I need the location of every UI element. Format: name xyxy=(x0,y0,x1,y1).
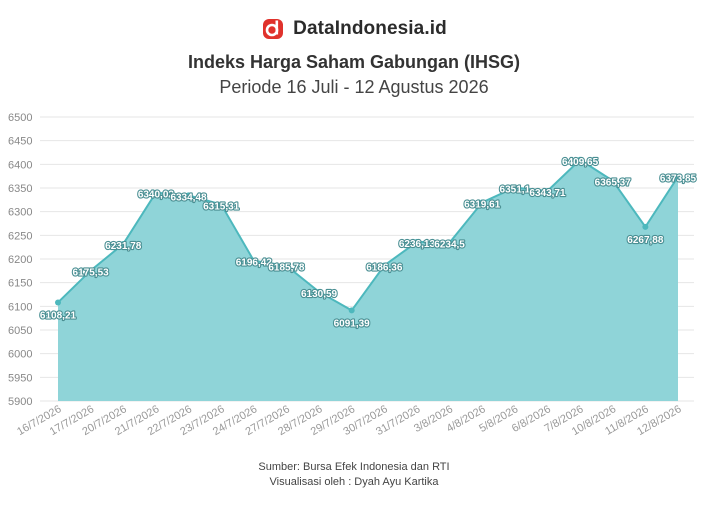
data-label: 6196,42 xyxy=(236,258,273,269)
data-point xyxy=(120,240,127,247)
data-point xyxy=(609,177,616,184)
data-label: 6343,71 xyxy=(529,188,566,199)
y-tick-label: 6150 xyxy=(8,278,32,290)
area-fill xyxy=(58,159,678,401)
y-tick-label: 6250 xyxy=(8,230,32,242)
data-point xyxy=(87,267,94,274)
y-tick-label: 6200 xyxy=(8,254,32,266)
data-point xyxy=(642,223,649,230)
data-point xyxy=(152,189,159,196)
y-tick-label: 6500 xyxy=(8,112,32,124)
data-label: 6108,21 xyxy=(40,310,77,321)
source-note: Sumber: Bursa Efek Indonesia dan RTI Vis… xyxy=(0,460,708,490)
data-point xyxy=(544,187,551,194)
brand-name: DataIndonesia.id xyxy=(293,18,447,39)
data-point xyxy=(250,257,257,264)
y-tick-label: 6350 xyxy=(8,183,32,195)
y-tick-label: 6450 xyxy=(8,136,32,148)
y-tick-label: 6400 xyxy=(8,159,32,171)
y-tick-label: 6000 xyxy=(8,349,32,361)
y-tick-label: 5900 xyxy=(8,396,32,408)
y-tick-label: 6050 xyxy=(8,325,32,337)
data-point xyxy=(218,201,225,208)
data-label: 6319,61 xyxy=(464,199,501,210)
data-label: 6130,59 xyxy=(301,289,338,300)
credit-text: Visualisasi oleh : Dyah Ayu Kartika xyxy=(269,476,439,488)
data-label: 6236,13 xyxy=(399,239,436,250)
data-label: 6267,88 xyxy=(627,235,664,246)
data-point xyxy=(348,307,355,314)
source-text: Sumber: Bursa Efek Indonesia dan RTI xyxy=(258,461,450,473)
data-label: 6234,5 xyxy=(434,240,465,251)
series-line xyxy=(57,158,679,312)
data-label: 6175,53 xyxy=(73,268,110,279)
data-label: 6340,02 xyxy=(138,190,175,201)
data-label: 6409,65 xyxy=(562,157,599,168)
brand-header: DataIndonesia.id xyxy=(0,14,708,44)
data-label: 6185,78 xyxy=(268,263,305,274)
data-label: 6373,85 xyxy=(660,174,697,185)
data-point xyxy=(185,192,192,199)
data-point xyxy=(283,262,290,269)
data-label: 6351,1 xyxy=(500,184,531,195)
data-point xyxy=(413,238,420,245)
data-point xyxy=(577,156,584,163)
data-label: 6365,37 xyxy=(595,178,632,189)
data-label: 6315,31 xyxy=(203,201,240,212)
y-tick-label: 6300 xyxy=(8,207,32,219)
data-point xyxy=(511,184,518,191)
data-point xyxy=(316,288,323,295)
data-point xyxy=(479,199,486,206)
chart-title: Indeks Harga Saham Gabungan (IHSG) xyxy=(187,52,521,72)
data-point xyxy=(55,299,61,306)
y-tick-label: 6100 xyxy=(8,301,32,313)
dataindonesia-logo-icon xyxy=(263,19,284,39)
data-label: 6091,39 xyxy=(334,318,371,329)
data-point xyxy=(381,262,388,269)
data-point xyxy=(675,173,681,180)
data-label: 6334,48 xyxy=(170,192,207,203)
chart-subtitle: Periode 16 Juli - 12 Agustus 2026 xyxy=(219,77,489,97)
data-point xyxy=(446,239,453,246)
y-tick-label: 5950 xyxy=(8,372,32,384)
data-label: 6186,36 xyxy=(366,262,403,273)
data-label: 6231,78 xyxy=(105,241,142,252)
